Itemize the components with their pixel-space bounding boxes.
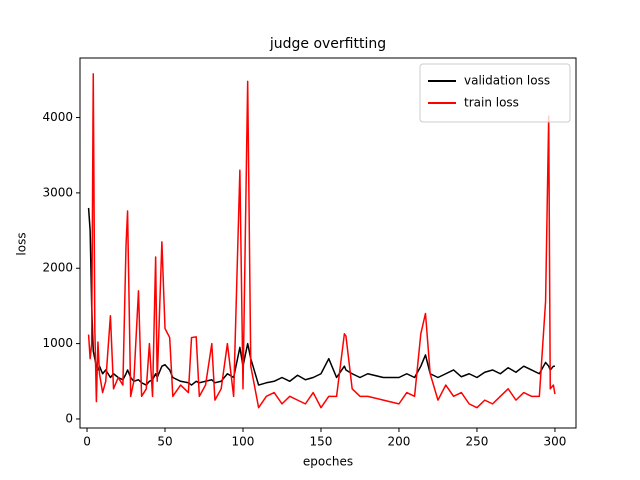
x-tick-label: 50 — [157, 435, 172, 449]
x-tick-label: 200 — [388, 435, 411, 449]
series-line — [87, 73, 556, 409]
plot-frame — [79, 57, 577, 429]
y-tick-label: 1000 — [42, 336, 73, 350]
series-line — [87, 207, 555, 386]
x-tick-label: 0 — [83, 435, 91, 449]
y-axis-label: loss — [15, 232, 29, 255]
legend-label: train loss — [464, 96, 519, 110]
x-tick-label: 300 — [543, 435, 566, 449]
y-tick-label: 3000 — [42, 185, 73, 199]
y-tick-label: 2000 — [42, 261, 73, 275]
x-tick-label: 250 — [466, 435, 489, 449]
x-axis-label: epoches — [303, 455, 353, 469]
legend-box — [419, 63, 571, 123]
y-tick-label: 4000 — [42, 110, 73, 124]
legend: validation loss train loss — [419, 63, 571, 123]
y-tick-label: 0 — [65, 411, 73, 425]
chart-title: judge overfitting — [269, 36, 386, 52]
legend-label: validation loss — [464, 74, 550, 88]
x-tick-label: 150 — [310, 435, 333, 449]
x-tick-label: 100 — [232, 435, 255, 449]
